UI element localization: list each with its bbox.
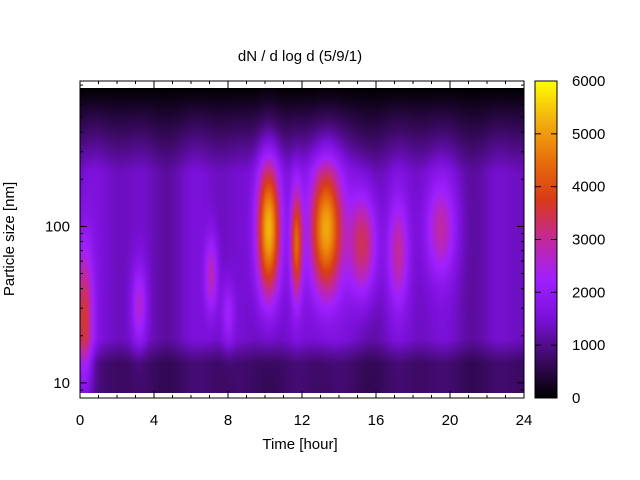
colorbar-tick-label: 3000 — [572, 232, 605, 249]
x-tick-label: 0 — [76, 412, 84, 429]
colorbar-ticks: 0 1000 2000 3000 4000 5000 6000 — [535, 73, 605, 407]
chart-title: dN / d log d (5/9/1) — [238, 48, 362, 65]
x-tick-label: 8 — [224, 412, 232, 429]
x-tick-label: 24 — [516, 412, 533, 429]
colorbar: 0 1000 2000 3000 4000 5000 6000 — [534, 73, 605, 407]
y-axis: 10 100 — [45, 84, 524, 399]
colorbar-tick-label: 2000 — [572, 284, 605, 301]
x-tick-label: 4 — [150, 412, 158, 429]
y-tick-label: 10 — [53, 375, 70, 392]
x-axis-label: Time [hour] — [262, 436, 337, 453]
y-axis-label: Particle size [nm] — [1, 182, 18, 296]
x-axis: 0 4 8 12 16 20 24 — [76, 81, 533, 429]
colorbar-tick-label: 6000 — [572, 73, 605, 90]
y-tick-label: 100 — [45, 218, 70, 235]
heatmap-image — [80, 88, 524, 393]
colorbar-tick-label: 1000 — [572, 337, 605, 354]
colorbar-tick-label: 5000 — [572, 126, 605, 143]
heatmap — [80, 81, 524, 398]
colorbar-tick-label: 4000 — [572, 179, 605, 196]
colorbar-tick-label: 0 — [572, 390, 580, 407]
x-tick-label: 12 — [294, 412, 311, 429]
x-tick-label: 20 — [442, 412, 459, 429]
x-tick-label: 16 — [368, 412, 385, 429]
